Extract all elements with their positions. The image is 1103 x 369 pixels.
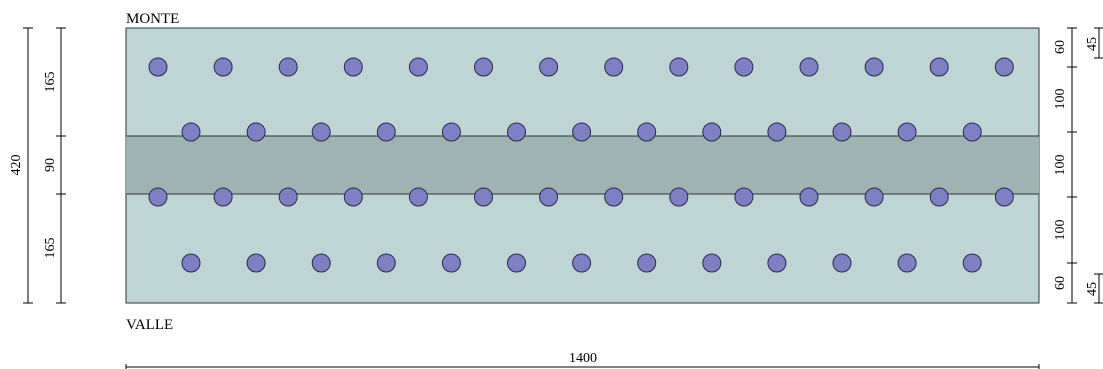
right-outer-top: 45: [1085, 37, 1100, 51]
anchor-point: [669, 187, 689, 207]
anchor-point: [734, 187, 754, 207]
anchor-point: [702, 122, 722, 142]
anchor-point: [246, 253, 266, 273]
width-value: 1400: [569, 351, 597, 366]
anchor-point: [864, 57, 884, 77]
anchor-point: [832, 122, 852, 142]
right-seg-3: 100: [1053, 155, 1068, 176]
anchor-point: [507, 122, 526, 142]
anchor-point: [181, 253, 201, 273]
anchor-point: [539, 57, 559, 77]
anchor-point: [572, 253, 592, 273]
anchor-point: [962, 122, 982, 142]
anchor-point: [604, 187, 624, 207]
anchor-point: [278, 187, 298, 207]
anchor-point: [343, 187, 363, 207]
anchor-point: [376, 122, 396, 142]
height-value: 420: [9, 155, 24, 176]
label-valle: VALLE: [126, 317, 173, 333]
anchor-point: [929, 57, 949, 77]
label-monte: MONTE: [126, 11, 179, 27]
anchor-point: [832, 253, 852, 273]
anchor-point: [897, 122, 917, 142]
anchor-point: [962, 253, 982, 273]
anchor-point: [994, 57, 1014, 77]
anchor-point: [408, 57, 428, 77]
anchor-point: [799, 57, 819, 77]
anchor-point: [637, 122, 657, 142]
anchor-point: [767, 122, 787, 142]
anchor-point: [343, 57, 363, 77]
anchor-point: [408, 187, 428, 207]
anchor-points: [148, 57, 1014, 273]
anchor-point: [702, 253, 722, 273]
anchor-point: [539, 187, 559, 207]
central-band: [126, 136, 1039, 194]
anchor-point: [799, 187, 819, 207]
anchor-point: [148, 187, 168, 207]
anchor-point: [572, 122, 592, 142]
left-segment-dimensions: 165 90 165: [43, 27, 66, 304]
anchor-point: [734, 57, 754, 77]
right-seg-1: 60: [1053, 40, 1068, 54]
anchor-point: [474, 57, 493, 77]
anchor-point: [376, 253, 396, 273]
left-seg-3: 165: [43, 238, 58, 259]
anchor-point: [897, 253, 917, 273]
anchor-point: [311, 122, 331, 142]
anchor-point: [507, 253, 526, 273]
height-dimension: 420: [9, 27, 33, 304]
anchor-point: [213, 187, 233, 207]
anchor-point: [604, 57, 624, 77]
anchor-point: [213, 57, 233, 77]
anchor-point: [767, 253, 787, 273]
anchor-point: [864, 187, 884, 207]
anchor-point: [669, 57, 689, 77]
right-inner-dimensions: 60 100 100 100 60: [1053, 27, 1077, 304]
anchor-point: [929, 187, 949, 207]
right-seg-5: 60: [1053, 276, 1068, 290]
anchor-point: [637, 253, 657, 273]
anchor-point: [994, 187, 1014, 207]
anchor-point: [474, 187, 493, 207]
right-seg-4: 100: [1053, 220, 1068, 241]
anchor-point: [148, 57, 168, 77]
left-seg-2: 90: [43, 158, 58, 172]
width-dimension: 1400: [125, 351, 1040, 369]
right-outer-bottom: 45: [1085, 282, 1100, 296]
anchor-point: [278, 57, 298, 77]
anchor-point: [441, 122, 461, 142]
anchor-point: [181, 122, 201, 142]
anchor-point: [246, 122, 266, 142]
right-seg-2: 100: [1053, 89, 1068, 110]
left-seg-1: 165: [43, 72, 58, 93]
anchor-point: [311, 253, 331, 273]
anchor-point: [441, 253, 461, 273]
right-outer-dimensions: 45 45: [1085, 27, 1103, 304]
